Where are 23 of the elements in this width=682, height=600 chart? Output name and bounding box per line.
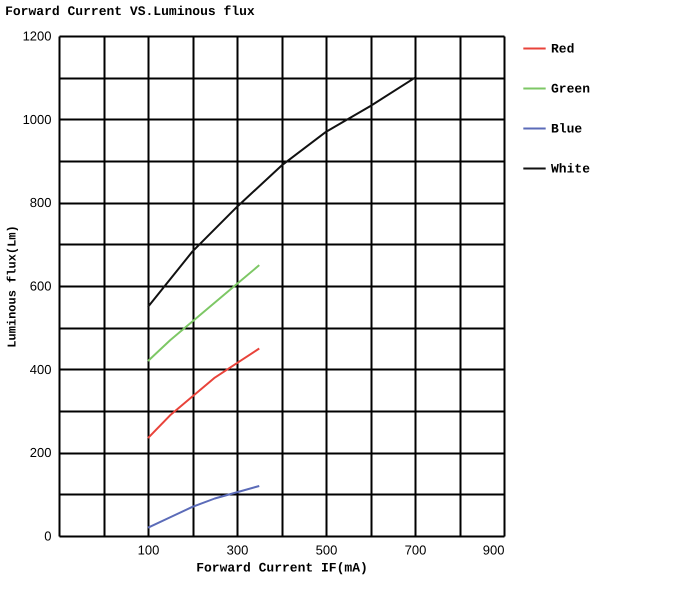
x-tick-label: 900 xyxy=(482,542,504,558)
legend-label: White xyxy=(551,162,590,176)
x-tick-label: 300 xyxy=(226,542,248,558)
y-tick-label: 0 xyxy=(44,528,52,544)
line-series xyxy=(147,76,416,308)
x-tick-label: 100 xyxy=(138,542,160,558)
line-series xyxy=(147,348,260,440)
x-axis-title: Forward Current IF(mA) xyxy=(196,560,368,576)
chart-title: Forward Current VS.Luminous flux xyxy=(5,4,255,19)
y-axis-title: Luminous flux(Lm) xyxy=(6,225,20,348)
y-tick-label: 1200 xyxy=(22,28,52,44)
y-tick-label: 400 xyxy=(30,362,52,377)
y-tick-label: 600 xyxy=(30,278,52,294)
x-tick-label: 700 xyxy=(404,542,426,558)
y-tick-label: 800 xyxy=(30,195,52,210)
line-series xyxy=(147,485,260,529)
y-tick-label: 1000 xyxy=(22,112,52,127)
x-tick-label: 500 xyxy=(316,542,338,558)
legend-label: Green xyxy=(551,82,590,96)
legend-label: Blue xyxy=(551,122,582,136)
line-series xyxy=(147,264,260,362)
legend-label: Red xyxy=(551,42,574,56)
y-tick-label: 200 xyxy=(30,445,52,460)
